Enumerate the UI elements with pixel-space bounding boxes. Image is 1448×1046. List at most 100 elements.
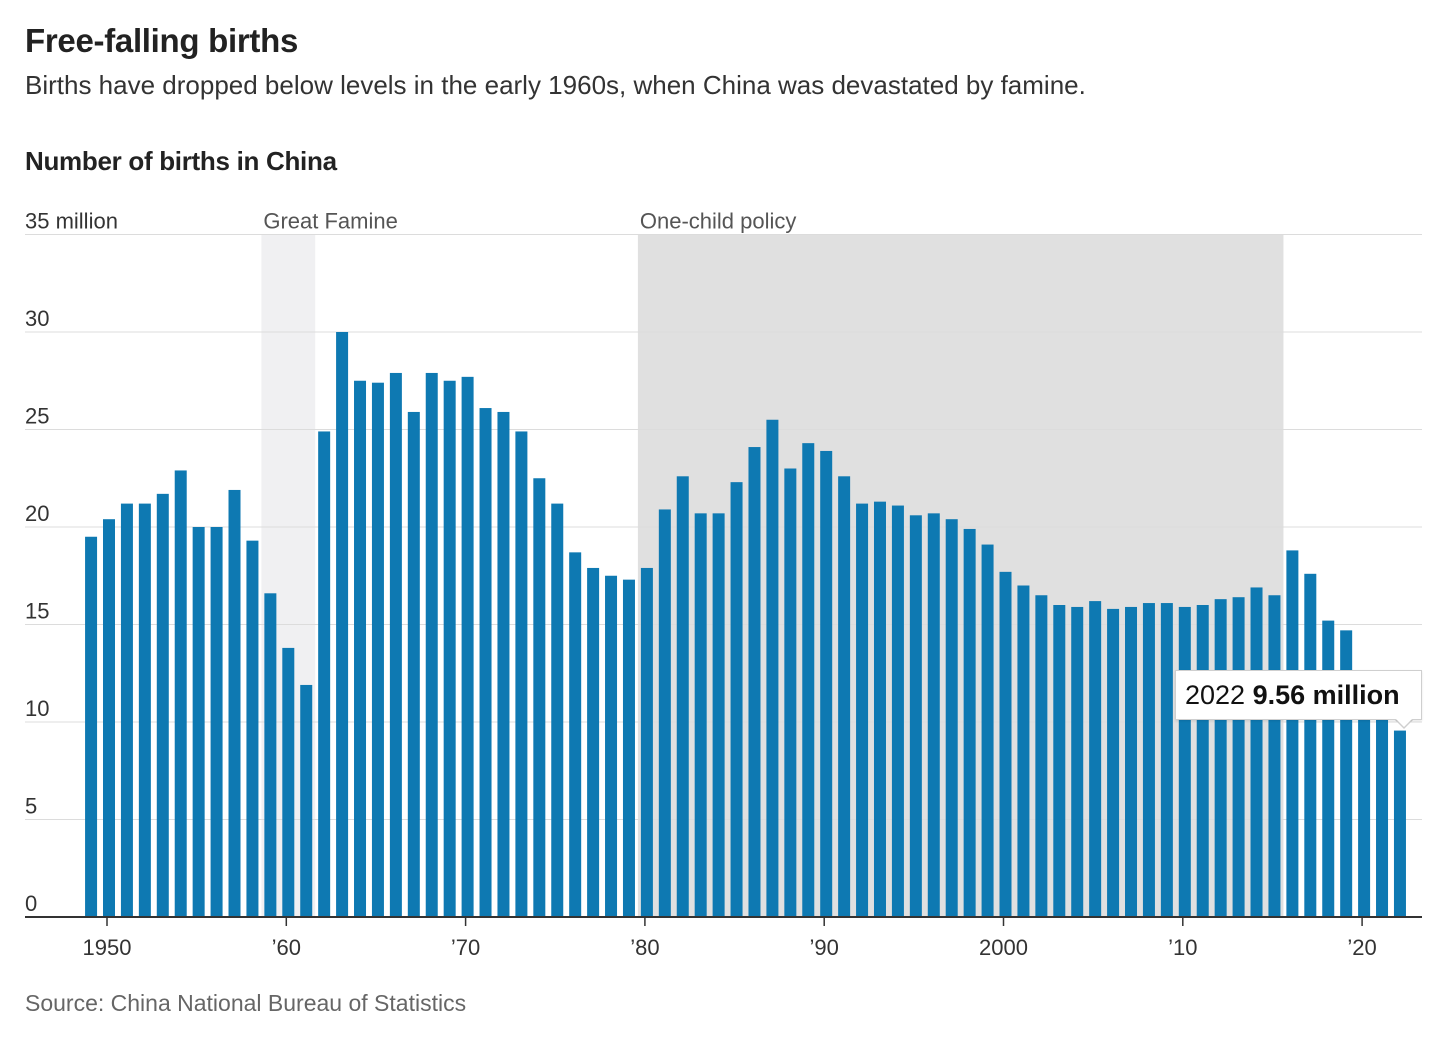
bar-1998: [963, 528, 976, 917]
bar-1957: [228, 489, 241, 917]
band-label-one-child-policy: One-child policy: [640, 209, 797, 234]
y-tick-label-20: 20: [25, 501, 49, 526]
bar-1987: [766, 419, 779, 917]
band-label-great-famine: Great Famine: [263, 209, 398, 234]
bar-1963: [336, 332, 349, 917]
x-tick-label-2020: ’20: [1347, 935, 1376, 960]
y-tick-label-0: 0: [25, 891, 37, 916]
bar-1981: [658, 509, 671, 917]
bar-2014: [1250, 587, 1263, 917]
bar-1992: [856, 503, 869, 917]
bar-2020: [1358, 683, 1371, 917]
bar-1975: [551, 503, 564, 917]
bar-1961: [300, 684, 313, 917]
bar-1959: [264, 593, 277, 917]
chart-heading: Number of births in China: [25, 146, 337, 176]
bar-1966: [389, 372, 402, 917]
chart-subtitle: Births have dropped below levels in the …: [25, 70, 1086, 100]
bar-1962: [318, 431, 331, 917]
y-tick-label-10: 10: [25, 696, 49, 721]
bar-2009: [1160, 603, 1173, 917]
source-note: Source: China National Bureau of Statist…: [25, 990, 467, 1016]
bar-2006: [1107, 608, 1120, 917]
bar-2007: [1125, 606, 1138, 917]
bar-1976: [569, 552, 582, 917]
bar-2002: [1035, 595, 1048, 917]
bar-1974: [533, 478, 546, 917]
y-tick-label-15: 15: [25, 599, 49, 624]
bar-2000: [999, 571, 1012, 917]
bar-1978: [605, 575, 618, 917]
bar-1968: [425, 372, 438, 917]
bar-1999: [981, 544, 994, 917]
bar-1967: [407, 411, 420, 917]
x-tick-label-1970: ’70: [451, 935, 480, 960]
bar-2017: [1304, 573, 1317, 917]
x-tick-label-1950: 1950: [83, 935, 132, 960]
bar-1950: [103, 519, 115, 917]
bar-1984: [712, 513, 725, 917]
bar-1953: [156, 493, 169, 917]
bar-1973: [515, 431, 528, 917]
bar-2003: [1053, 605, 1066, 917]
bar-1951: [120, 503, 133, 917]
y-tick-label-5: 5: [25, 794, 37, 819]
bar-2012: [1214, 599, 1227, 917]
x-tick-label-2000: 2000: [979, 935, 1028, 960]
x-tick-label-1960: ’60: [272, 935, 301, 960]
callout-pointer: [1395, 718, 1413, 727]
bar-1991: [838, 476, 851, 917]
bar-1996: [927, 513, 940, 917]
bar-2005: [1089, 601, 1102, 917]
bar-1982: [676, 476, 689, 917]
bar-2022: [1393, 730, 1406, 917]
bar-1988: [784, 468, 797, 917]
y-tick-label-30: 30: [25, 306, 49, 331]
bar-2015: [1268, 595, 1281, 917]
bar-1965: [371, 382, 384, 917]
bar-1964: [354, 380, 367, 917]
bar-2021: [1376, 710, 1389, 917]
bar-1952: [138, 503, 151, 917]
bar-1980: [640, 567, 653, 917]
chart-title-main: Free-falling births: [25, 22, 298, 59]
bar-1995: [909, 515, 922, 917]
bar-1969: [443, 380, 456, 917]
x-tick-label-1980: ’80: [630, 935, 659, 960]
bar-1949: [85, 536, 98, 917]
bar-1970: [461, 376, 474, 918]
bar-1990: [820, 450, 833, 917]
bar-1956: [210, 527, 223, 917]
bar-1986: [748, 447, 761, 917]
highlight-band-one-child-policy: [637, 234, 1284, 917]
bar-1997: [945, 519, 958, 917]
bar-1960: [282, 647, 295, 917]
bar-1972: [497, 411, 510, 917]
bar-1958: [246, 540, 259, 917]
bar-1954: [174, 470, 187, 917]
bar-1977: [587, 567, 600, 917]
y-tick-label-35: 35 million: [25, 209, 118, 234]
bar-2016: [1286, 550, 1299, 917]
bar-1993: [873, 501, 886, 917]
x-tick-label-2010: ’10: [1168, 935, 1197, 960]
bar-1994: [891, 505, 904, 917]
bar-2008: [1142, 603, 1155, 917]
births-bar-chart: Great Famine One-child policy 0 5 10 15 20 25 30…: [25, 209, 1422, 960]
y-tick-label-25: 25: [25, 404, 49, 429]
bar-1989: [802, 443, 815, 917]
callout-value: 9.56 million: [1252, 680, 1400, 710]
callout-year: 2022: [1185, 680, 1246, 710]
x-tick-label-1990: ’90: [810, 935, 839, 960]
bar-1985: [730, 482, 743, 917]
bar-1979: [622, 579, 635, 917]
bar-2013: [1232, 597, 1245, 917]
bar-1971: [479, 408, 492, 917]
bar-1955: [192, 527, 205, 917]
bar-2010: [1178, 606, 1191, 917]
bar-2018: [1322, 620, 1335, 917]
bar-1983: [694, 513, 707, 917]
bar-2011: [1196, 605, 1209, 917]
callout-2022: 2022 9.56 million: [1175, 670, 1422, 720]
bar-2004: [1071, 606, 1084, 917]
